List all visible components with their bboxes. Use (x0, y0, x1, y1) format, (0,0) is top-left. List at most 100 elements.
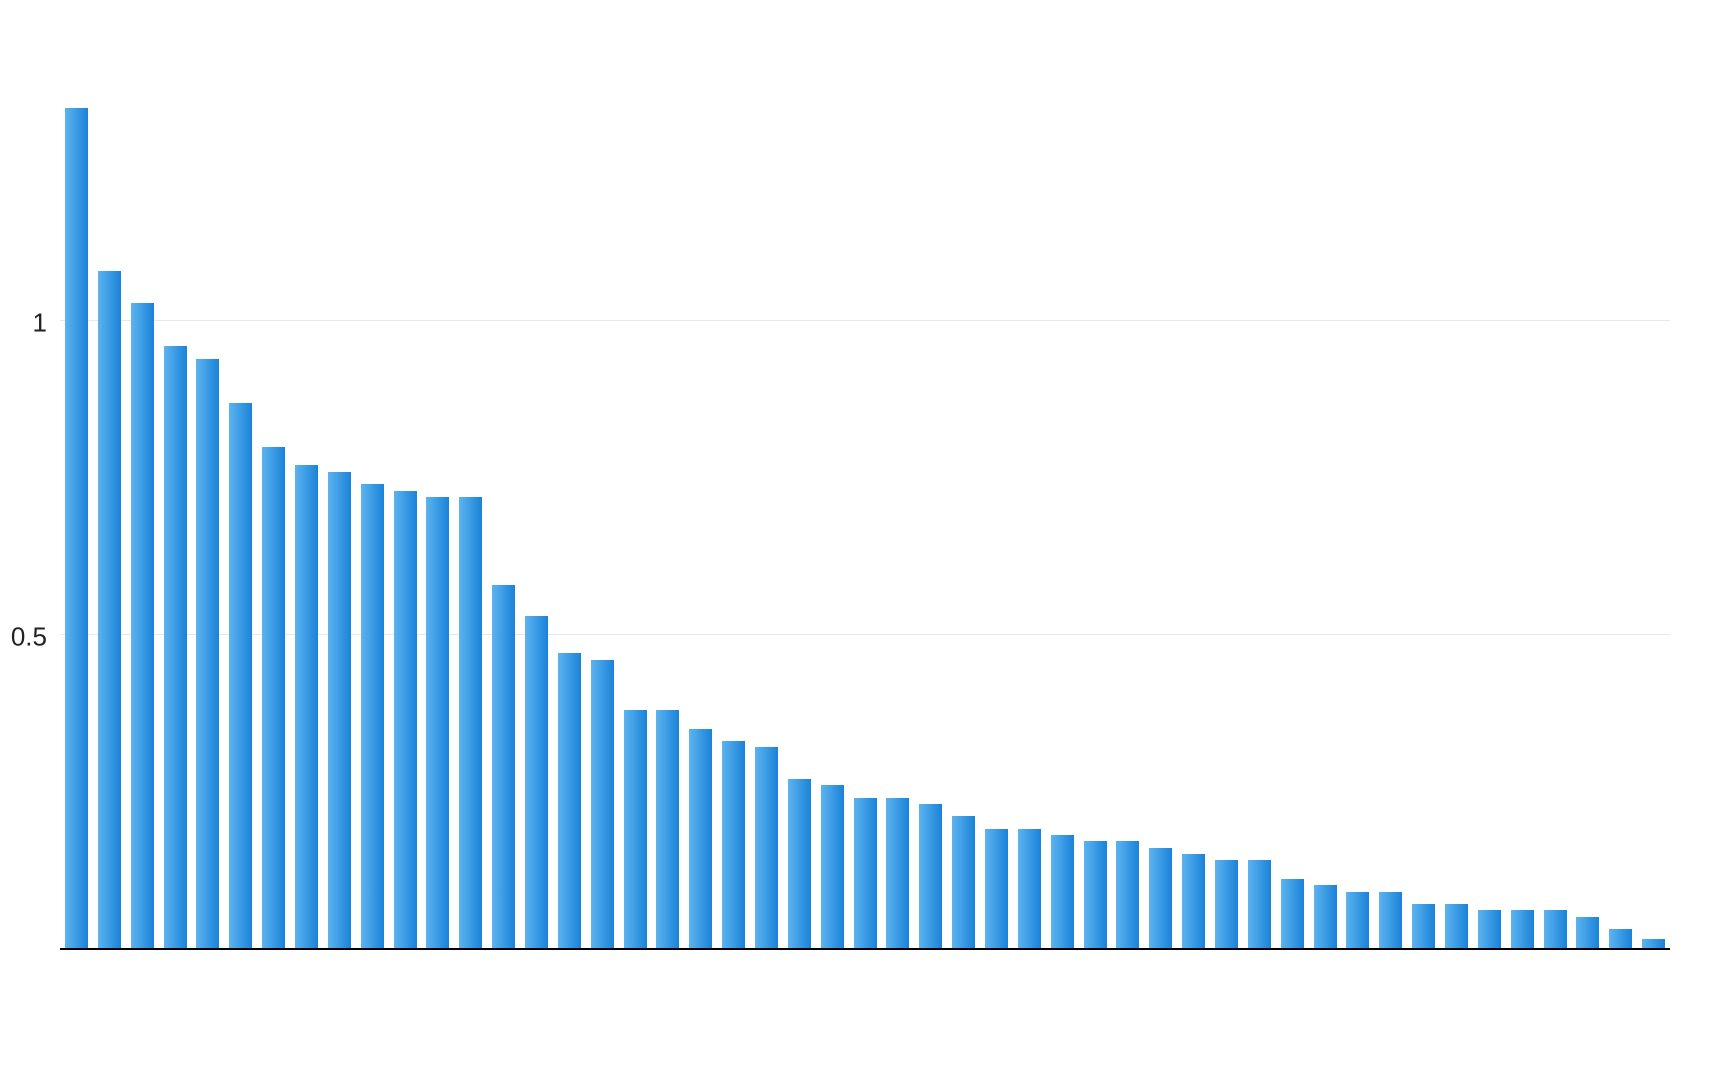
plot-area (60, 10, 1670, 950)
bar (1511, 910, 1534, 948)
bar (1346, 892, 1369, 948)
bar (98, 271, 121, 948)
bar-slot (783, 10, 816, 948)
bar-slot (619, 10, 652, 948)
bar (1609, 929, 1632, 948)
bar-slot (1013, 10, 1046, 948)
bar-slot (159, 10, 192, 948)
bar-slot (1506, 10, 1539, 948)
bar-slot (1407, 10, 1440, 948)
bar-slot (290, 10, 323, 948)
bar (65, 108, 88, 948)
bar (952, 816, 975, 948)
bar-slot (881, 10, 914, 948)
bar (656, 710, 679, 948)
bar-slot (1342, 10, 1375, 948)
bar-chart (60, 10, 1670, 950)
y-axis-labels: 0.51 (0, 10, 55, 950)
bar (722, 741, 745, 948)
bar (1116, 841, 1139, 948)
bar-slot (914, 10, 947, 948)
bar-slot (684, 10, 717, 948)
bar (591, 660, 614, 948)
bars-container (60, 10, 1670, 948)
bar-slot (1637, 10, 1670, 948)
bar-slot (1309, 10, 1342, 948)
bar (1084, 841, 1107, 948)
bar (1445, 904, 1468, 948)
bar (821, 785, 844, 948)
bar-slot (1177, 10, 1210, 948)
bar (1182, 854, 1205, 948)
bar (788, 779, 811, 948)
bar (854, 798, 877, 948)
bar (394, 491, 417, 948)
bar (361, 484, 384, 948)
bar-slot (1210, 10, 1243, 948)
bar (755, 747, 778, 948)
bar (459, 497, 482, 948)
bar (919, 804, 942, 948)
bar (558, 653, 581, 948)
bar (1412, 904, 1435, 948)
bar-slot (191, 10, 224, 948)
bar (1248, 860, 1271, 948)
bar (1281, 879, 1304, 948)
bar (328, 472, 351, 948)
bar (1544, 910, 1567, 948)
bar-slot (1046, 10, 1079, 948)
bar (886, 798, 909, 948)
bar-slot (947, 10, 980, 948)
bar-slot (1144, 10, 1177, 948)
bar-slot (257, 10, 290, 948)
bar-slot (1079, 10, 1112, 948)
y-tick-label: 1 (33, 308, 47, 339)
bar-slot (1374, 10, 1407, 948)
bar-slot (586, 10, 619, 948)
bar (1018, 829, 1041, 948)
bar-slot (224, 10, 257, 948)
bar (1314, 885, 1337, 948)
bar (1576, 917, 1599, 948)
bar (196, 359, 219, 948)
bar-slot (553, 10, 586, 948)
bar-slot (980, 10, 1013, 948)
bar-slot (1276, 10, 1309, 948)
bar-slot (1572, 10, 1605, 948)
bar-slot (651, 10, 684, 948)
bar-slot (389, 10, 422, 948)
bar-slot (520, 10, 553, 948)
bar-slot (1539, 10, 1572, 948)
bar-slot (1604, 10, 1637, 948)
bar (1379, 892, 1402, 948)
bar-slot (454, 10, 487, 948)
bar (1215, 860, 1238, 948)
bar (1478, 910, 1501, 948)
bar (689, 729, 712, 948)
bar-slot (323, 10, 356, 948)
bar-slot (1112, 10, 1145, 948)
bar (525, 616, 548, 948)
bar-slot (356, 10, 389, 948)
bar-slot (1243, 10, 1276, 948)
bar-slot (126, 10, 159, 948)
bar-slot (750, 10, 783, 948)
bar (1051, 835, 1074, 948)
bar (1149, 848, 1172, 948)
bar-slot (849, 10, 882, 948)
bar (624, 710, 647, 948)
y-tick-label: 0.5 (11, 621, 47, 652)
bar (426, 497, 449, 948)
bar-slot (421, 10, 454, 948)
bar (229, 403, 252, 948)
bar (262, 447, 285, 948)
bar-slot (717, 10, 750, 948)
bar-slot (816, 10, 849, 948)
bar-slot (93, 10, 126, 948)
bar (131, 303, 154, 948)
bar (492, 585, 515, 948)
bar-slot (1473, 10, 1506, 948)
bar (1642, 939, 1665, 948)
bar-slot (487, 10, 520, 948)
bar (295, 465, 318, 948)
